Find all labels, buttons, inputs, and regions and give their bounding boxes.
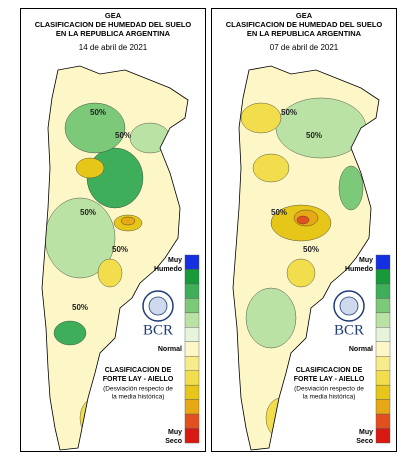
legend-swatch [375, 312, 391, 328]
moisture-zone [97, 258, 123, 288]
legend-swatch [375, 254, 391, 270]
legend-label: Muy [359, 257, 373, 264]
moisture-zone [338, 165, 364, 211]
method-label: CLASIFICACION DE [296, 367, 363, 374]
moisture-zone [75, 157, 105, 179]
moisture-zone [120, 216, 136, 226]
legend-swatch [375, 341, 391, 357]
moisture-zone [296, 215, 310, 225]
legend-swatch [375, 327, 391, 342]
method-label: FORTE LAY - AIELLO [103, 376, 174, 383]
contour-label: 50% [306, 131, 322, 140]
contour-label: 50% [112, 245, 128, 254]
legend-label: Seco [165, 438, 182, 445]
legend-swatch [375, 370, 391, 386]
logo-inner [339, 296, 359, 316]
contour-label: 50% [80, 208, 96, 217]
panel-date: 14 de abril de 2021 [79, 43, 148, 52]
legend-swatch [375, 298, 391, 314]
legend-label: Muy [359, 429, 373, 436]
panel-title: GEA [296, 11, 313, 20]
legend-swatch [184, 298, 200, 314]
legend-swatch [184, 283, 200, 299]
logo-inner [148, 296, 168, 316]
legend-label: Humedo [345, 266, 373, 273]
legend-swatch [375, 413, 391, 429]
panel-title: CLASIFICACION DE HUMEDAD DEL SUELO [35, 20, 192, 29]
legend-label: Muy [168, 257, 182, 264]
legend-swatch [184, 413, 200, 429]
logo-text: BCR [334, 322, 364, 338]
moisture-zone [245, 287, 297, 349]
legend-swatch [184, 269, 200, 285]
contour-label: 50% [303, 245, 319, 254]
legend-swatch [184, 341, 200, 357]
contour-label: 50% [90, 108, 106, 117]
legend-label: Normal [349, 346, 373, 353]
legend-label: Normal [158, 346, 182, 353]
panel-title: EN LA REPUBLICA ARGENTINA [56, 29, 171, 38]
moisture-zone [53, 320, 87, 346]
moisture-zone [252, 153, 290, 183]
legend-swatch [375, 428, 391, 444]
legend-swatch [184, 370, 200, 386]
panel-date: 07 de abril de 2021 [270, 43, 339, 52]
legend-swatch [375, 384, 391, 400]
map-area [233, 66, 379, 450]
moisture-zone [86, 147, 144, 209]
legend-swatch [375, 399, 391, 415]
legend-swatch [184, 356, 200, 371]
legend-swatch [375, 269, 391, 285]
panel-title: GEA [105, 11, 122, 20]
logo-text: BCR [143, 322, 173, 338]
method-note: la media histórica) [112, 394, 165, 401]
country-outline [41, 65, 189, 451]
legend-label: Seco [356, 438, 373, 445]
method-note: (Desviación respecto de [294, 386, 364, 393]
legend-swatch [184, 428, 200, 444]
method-label: FORTE LAY - AIELLO [294, 376, 365, 383]
method-label: CLASIFICACION DE [105, 367, 172, 374]
moisture-zone [286, 258, 316, 288]
legend-label: Muy [168, 429, 182, 436]
legend-swatch [184, 384, 200, 400]
legend-swatch [184, 254, 200, 270]
contour-label: 50% [72, 303, 88, 312]
contour-label: 50% [271, 208, 287, 217]
legend-swatch [375, 356, 391, 371]
country-outline [232, 65, 380, 451]
moisture-zone [64, 102, 126, 154]
legend-swatch [184, 312, 200, 328]
contour-label: 50% [115, 131, 131, 140]
method-note: (Desviación respecto de [103, 386, 173, 393]
method-note: la media histórica) [303, 394, 356, 401]
panel-title: EN LA REPUBLICA ARGENTINA [247, 29, 362, 38]
contour-label: 50% [281, 108, 297, 117]
map-area [42, 66, 188, 450]
legend-swatch [184, 399, 200, 415]
legend-swatch [375, 283, 391, 299]
panel-title: CLASIFICACION DE HUMEDAD DEL SUELO [226, 20, 383, 29]
moisture-zone [240, 102, 282, 134]
legend-swatch [184, 327, 200, 342]
legend-label: Humedo [154, 266, 182, 273]
